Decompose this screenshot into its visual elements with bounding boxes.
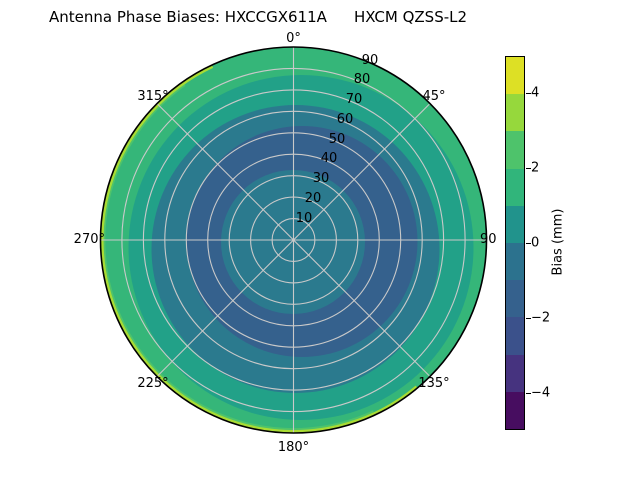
radial-tick-labels: 10 20 30 40 50 60 70 80 90 [296, 53, 379, 226]
colorbar [505, 56, 525, 430]
azimuth-label-180: 180° [278, 440, 309, 455]
band-rim-sliver-yellowgreen [100, 65, 418, 433]
colorbar-band-m1-0 [506, 243, 524, 281]
colorbar-band-m3-m2 [506, 317, 524, 355]
azimuth-label-225: 225° [137, 376, 168, 391]
band-rim-sliver-green [101, 83, 375, 432]
polar-grid [100, 47, 487, 433]
colorbar-band-m2-m1 [506, 280, 524, 318]
azimuth-label-90: 90 [480, 232, 497, 247]
radial-label-60: 60 [337, 112, 354, 127]
azimuth-label-0: 0° [286, 31, 301, 46]
radial-label-10: 10 [296, 211, 313, 226]
colorbar-axis-label: Bias (mm) [550, 208, 566, 276]
colorbar-band-3-4 [506, 94, 524, 132]
radial-label-70: 70 [346, 92, 363, 107]
colorbar-band-4-5 [506, 57, 524, 95]
colorbar-tickmark-0 [526, 243, 531, 245]
colorbar-ticklabel-m4: −4 [531, 385, 551, 401]
chart-title-antenna: Antenna Phase Biases: HXCCGX611A [49, 8, 327, 26]
colorbar-ticklabel-m2: −2 [531, 310, 551, 326]
colorbar-tickmark-m2 [526, 318, 531, 320]
colorbar-band-0-1 [506, 205, 524, 244]
chart-title-station: HXCM QZSS-L2 [353, 8, 468, 26]
colorbar-ticklabel-2: 2 [531, 160, 540, 176]
polar-boundary [99, 46, 488, 434]
colorbar-tickmark-2 [526, 168, 531, 170]
azimuth-label-270: 270° [74, 232, 105, 247]
chart-title: Antenna Phase Biases: HXCCGX611A HXCM QZ… [49, 8, 467, 26]
radial-label-90: 90 [362, 53, 379, 68]
radial-label-40: 40 [321, 151, 338, 166]
colorbar-ticklabel-0: 0 [531, 235, 540, 251]
azimuth-label-45: 45° [422, 89, 445, 104]
azimuth-label-135: 135° [418, 376, 449, 391]
radial-label-80: 80 [354, 72, 371, 87]
radial-label-30: 30 [313, 171, 330, 186]
colorbar-band-m5-m4 [506, 391, 524, 430]
colorbar-tickmark-4 [526, 93, 531, 95]
radial-label-50: 50 [329, 132, 346, 147]
colorbar-band-2-3 [506, 131, 524, 169]
colorbar-ticklabel-4: 4 [531, 85, 540, 101]
radial-label-20: 20 [305, 191, 322, 206]
azimuth-label-315: 315° [137, 89, 168, 104]
colorbar-band-1-2 [506, 168, 524, 206]
colorbar-tickmark-m4 [526, 393, 531, 395]
azimuth-tick-labels: 0° 45° 90 135° 180° 225° 270° 315° [74, 31, 497, 455]
colorbar-band-m4-m3 [506, 354, 524, 392]
